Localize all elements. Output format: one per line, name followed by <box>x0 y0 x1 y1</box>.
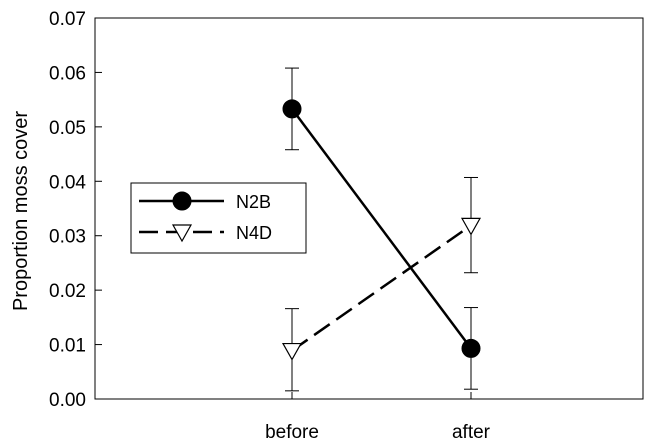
y-tick-label: 0.05 <box>49 118 86 139</box>
x-tick-label: after <box>452 422 491 443</box>
plot-frame <box>94 17 644 400</box>
y-tick-label: 0.04 <box>49 172 86 193</box>
legend-box <box>130 182 307 254</box>
data-point <box>461 338 481 358</box>
y-tick-label: 0.00 <box>49 390 86 411</box>
legend-item: N2B <box>139 191 271 212</box>
legend: N2B N4D <box>130 182 307 254</box>
legend-marker <box>171 224 193 243</box>
series-line <box>291 224 472 352</box>
y-tick-label: 0.07 <box>49 9 86 30</box>
legend-marker <box>172 191 192 211</box>
chart-axes <box>94 17 644 400</box>
data-point <box>281 342 303 361</box>
data-point <box>460 217 482 236</box>
legend-label: N4D <box>236 223 272 243</box>
series-n4d <box>281 176 482 392</box>
legend-item: N4D <box>139 223 272 243</box>
tick-labels: 0.00 0.01 0.02 0.03 0.04 0.05 0.06 0.07 before af… <box>49 9 491 443</box>
y-tick-label: 0.01 <box>49 336 86 357</box>
data-point <box>282 99 302 119</box>
series-n2b <box>282 67 481 390</box>
x-tick-label: before <box>265 422 319 443</box>
y-tick-label: 0.03 <box>49 227 86 248</box>
legend-label: N2B <box>236 192 271 212</box>
y-tick-label: 0.02 <box>49 281 86 302</box>
y-axis-label: Proportion moss cover <box>10 111 32 311</box>
series-line <box>290 108 473 350</box>
y-tick-label: 0.06 <box>49 63 86 84</box>
series-layer <box>281 67 482 392</box>
